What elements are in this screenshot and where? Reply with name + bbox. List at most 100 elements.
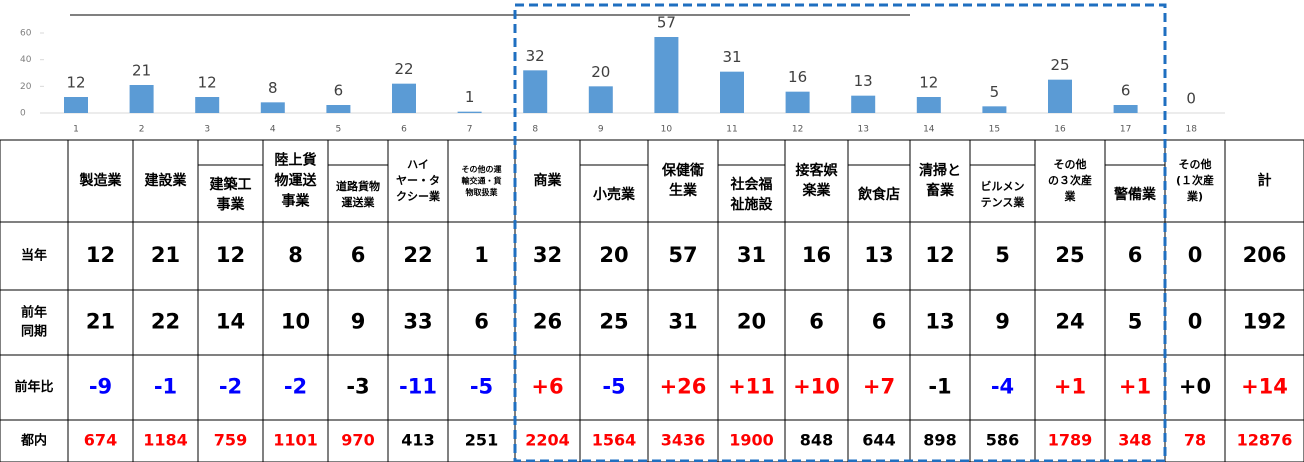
table-cell: 78	[1184, 431, 1206, 450]
table-cell: 1	[474, 243, 489, 267]
value-label: 12	[198, 74, 217, 92]
table-cell: 898	[923, 431, 956, 450]
table-cell: 848	[800, 431, 833, 450]
table-cell: 3436	[661, 431, 706, 450]
table-cell: +0	[1179, 375, 1211, 399]
table-cell: 1101	[273, 431, 318, 450]
x-tick-label: 6	[401, 125, 407, 135]
table-cell: -1	[928, 375, 951, 399]
value-label: 8	[268, 79, 278, 97]
x-tick-label: 8	[532, 125, 538, 135]
table-cell: 20	[737, 310, 766, 334]
x-tick-label: 1	[73, 125, 79, 135]
x-tick-label: 7	[467, 125, 473, 135]
table-cell: 9	[351, 310, 366, 334]
table-cell: 348	[1118, 431, 1151, 450]
table-cell: 26	[533, 310, 562, 334]
value-label: 1	[465, 88, 475, 106]
table-cell: 24	[1055, 310, 1084, 334]
table-cell: +1	[1054, 375, 1086, 399]
x-tick-label: 13	[857, 125, 868, 135]
table-cell: 25	[599, 310, 628, 334]
column-header: 物運送	[275, 172, 318, 189]
value-label: 20	[591, 63, 610, 81]
table-cell: 9	[995, 310, 1010, 334]
table-cell: 6	[351, 243, 366, 267]
x-tick-label: 11	[726, 125, 737, 135]
column-header: 建設業	[145, 172, 188, 189]
table-cell: -1	[154, 375, 177, 399]
table-cell: 1184	[143, 431, 188, 450]
table-cell: 6	[809, 310, 824, 334]
table-cell: 10	[281, 310, 310, 334]
column-header: 建築工	[210, 176, 252, 193]
table-cell: -4	[991, 375, 1014, 399]
table-cell: 33	[403, 310, 432, 334]
y-tick-label: 60	[20, 29, 32, 39]
table-cell: 970	[341, 431, 374, 450]
table-cell: 12	[86, 243, 115, 267]
y-tick-label: 0	[20, 109, 26, 119]
table-cell: +10	[793, 375, 840, 399]
column-header: 業)	[1186, 189, 1203, 203]
x-tick-label: 9	[598, 125, 604, 135]
bar	[588, 86, 613, 113]
column-header: 計	[1258, 172, 1272, 189]
column-header: ビルメン	[981, 179, 1025, 193]
highlight-box	[513, 3, 1167, 462]
table-cell: -5	[470, 375, 493, 399]
table-cell: 586	[986, 431, 1019, 450]
table-cell: -11	[399, 375, 437, 399]
column-header: 事業	[282, 192, 311, 209]
bar	[654, 37, 679, 113]
value-label: 31	[722, 48, 741, 66]
bar	[916, 97, 941, 113]
column-header: 祉施設	[730, 196, 774, 213]
value-label: 5	[990, 83, 1000, 101]
table-cell: +14	[1241, 375, 1288, 399]
table-cell: 31	[737, 243, 766, 267]
value-label: 13	[854, 72, 873, 90]
table-cell: 192	[1243, 310, 1287, 334]
bar	[1048, 79, 1072, 113]
table-cell: 5	[995, 243, 1010, 267]
table-cell: 251	[465, 431, 498, 450]
column-header: 輸交通・貨	[462, 176, 502, 186]
table-cell: 1564	[592, 431, 637, 450]
column-header: テンス業	[981, 195, 1026, 209]
table-cell: +11	[728, 375, 775, 399]
table-cell: 6	[872, 310, 887, 334]
column-header: 飲食店	[857, 186, 900, 203]
value-label: 6	[334, 82, 344, 100]
column-header: 運送業	[342, 195, 376, 209]
table-cell: +7	[863, 375, 895, 399]
column-header: 楽業	[802, 182, 832, 199]
column-header: 物取扱業	[466, 187, 499, 197]
column-header: その他	[1179, 157, 1212, 171]
column-header: ヤー・タ	[396, 174, 440, 187]
row-header: 同期	[21, 324, 47, 339]
value-label: 0	[1186, 90, 1196, 108]
column-header: 畜業	[926, 182, 955, 199]
column-header: その他	[1054, 157, 1087, 171]
table-cell: 21	[151, 243, 180, 267]
y-tick-label: 20	[20, 82, 32, 92]
column-header: 製造業	[79, 172, 123, 189]
column-header: 接客娯	[796, 162, 838, 179]
x-tick-label: 14	[923, 125, 935, 135]
x-tick-label: 18	[1185, 125, 1197, 135]
table-cell: 5	[1128, 310, 1143, 334]
table-cell: 1789	[1048, 431, 1093, 450]
table-cell: 25	[1055, 243, 1084, 267]
x-tick-label: 17	[1120, 125, 1131, 135]
value-label: 12	[919, 74, 938, 92]
column-header: 道路貨物	[336, 179, 380, 193]
bar	[392, 83, 416, 113]
table-cell: -2	[284, 375, 307, 399]
bar	[851, 95, 876, 113]
table-cell: 31	[668, 310, 697, 334]
column-header: 生業	[669, 182, 698, 199]
column-header: 警備業	[1114, 186, 1157, 203]
value-label: 25	[1050, 56, 1069, 74]
